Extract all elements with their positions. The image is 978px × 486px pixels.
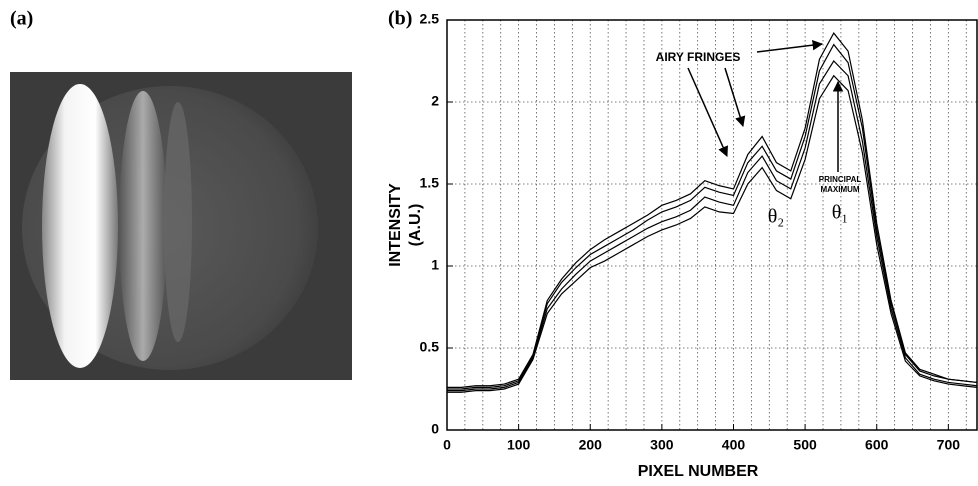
y-axis-label: (A.U.) (407, 204, 424, 247)
data-line (447, 74, 978, 393)
y-tick-label: 2 (431, 93, 439, 109)
data-line (447, 43, 978, 390)
arrow (687, 67, 728, 157)
x-tick-label: 100 (507, 437, 531, 453)
x-tick-label: 300 (650, 437, 674, 453)
annotation: θ₁ (832, 202, 849, 224)
arrow (756, 39, 824, 53)
y-tick-label: 1 (431, 257, 439, 273)
y-tick-label: 0.5 (420, 339, 440, 355)
y-tick-label: 1.5 (420, 175, 440, 191)
panel-label: (a) (10, 8, 33, 30)
x-tick-label: 200 (579, 437, 603, 453)
chart: 0 100 200 300 400 500 600 700 0 0.5 1 1.5 2 2.5 PIXEL … (387, 11, 978, 480)
annotations: AIRY FRINGES PRINCIPAL MAXIMUM θ₂ θ₁ (656, 39, 862, 228)
annotation: AIRY FRINGES (656, 50, 741, 64)
x-axis-label: PIXEL NUMBER (638, 463, 759, 480)
annotation: MAXIMUM (820, 185, 859, 194)
arrow (724, 67, 746, 128)
annotation: θ₂ (768, 206, 785, 228)
x-tick-label: 600 (865, 437, 889, 453)
y-tick-label: 2.5 (420, 11, 440, 27)
x-tick-label: 700 (937, 437, 961, 453)
data-line (447, 60, 978, 392)
annotation: PRINCIPAL (819, 175, 862, 184)
x-tick-label: 0 (443, 437, 451, 453)
plot-frame (446, 19, 978, 431)
y-tick-label: 0 (431, 421, 439, 437)
photo (10, 72, 352, 380)
panel-label: (b) (388, 8, 412, 30)
x-tick-label: 400 (722, 437, 746, 453)
x-tick-label: 500 (793, 437, 817, 453)
y-axis-label: INTENSITY (387, 183, 404, 267)
